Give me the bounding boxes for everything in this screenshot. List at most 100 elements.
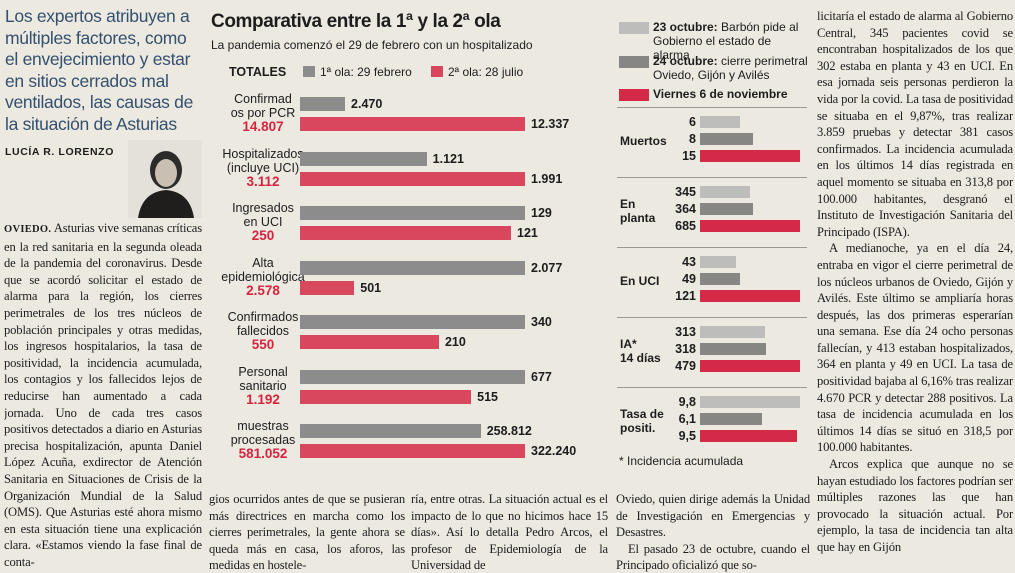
category-label: Personal sanitario [238,364,288,393]
byline: LUCÍA R. LORENZO [5,146,114,158]
bar [300,260,525,275]
bar [700,430,797,442]
legend-title: TOTALES [229,65,287,79]
legend-date: Viernes 6 de noviembre [653,87,788,101]
paragraph: A medianoche, ya en el día 24, entraba e… [817,241,1013,455]
value-label: 43 [682,255,696,269]
value-label: 479 [675,359,696,373]
group-separator [617,177,807,178]
legend-swatch [431,66,443,77]
group-label: Muertos [620,134,667,148]
legend-swatch [619,22,649,34]
group-label: En planta [620,197,656,225]
value-label: 322.240 [531,444,577,458]
bar [700,290,800,302]
category-label: Confirmados fallecidos [227,310,299,338]
group-separator [617,387,807,388]
value-label: 6 [689,115,696,129]
row-total: 2.578 [246,282,280,298]
paragraph: gios ocurridos antes de que se pusieran … [209,492,405,573]
chart-title: Comparativa entre la 1ª y la 2ª ola [211,11,501,32]
paragraph: licitaría el estado de alarma al Gobiern… [817,9,1013,239]
bar [700,343,767,355]
value-label: 345 [675,185,696,199]
legend-swatch [619,56,649,68]
row-label: Personal sanitario 1.192 [213,365,313,407]
legend-text: cierre perimetral Oviedo, Gijón y Avilés [653,54,808,82]
group-label: Tasa de positi. [620,407,664,435]
bar [700,133,754,145]
row-label: Hospitalizados (incluye UCI) 3.112 [213,147,313,189]
bar [300,206,525,220]
group-separator [617,317,807,318]
row-total: 581.052 [238,446,288,461]
row-total: 3.112 [246,173,280,189]
chart-subtitle: La pandemia comenzó el 29 de febrero con… [211,38,533,52]
bar [300,389,472,404]
paragraph: Arcos explica que aunque no se hayan est… [817,457,1013,554]
wave-comparison-chart: Comparativa entre la 1ª y la 2ª ola La pa… [205,0,610,488]
bar [300,280,355,295]
legend-date: 24 octubre: [653,54,718,68]
legend-date: 23 octubre: [653,20,718,34]
bar [300,117,525,131]
value-label: 1.991 [531,171,563,186]
value-label: 1.121 [432,151,464,166]
value-label: 258.812 [486,424,532,438]
category-label: Ingresados en UCI [232,201,294,229]
value-label: 313 [675,325,696,339]
value-label: 9,8 [678,395,696,409]
paragraph: Oviedo, quien dirige además la Unidad de… [616,492,810,540]
value-label: 49 [682,272,696,286]
value-label: 121 [675,289,696,303]
value-label: 15 [682,149,696,163]
category-label: Confirmad os por PCR [230,92,296,120]
value-label: 8 [689,132,696,146]
bar [700,116,740,128]
bar [300,151,427,166]
author-photo [128,140,202,218]
bar [700,150,800,162]
legend-swatch [619,89,649,101]
row-label: Ingresados en UCI 250 [213,201,313,243]
left-column: OVIEDO. Asturias vive semanas críticas e… [4,220,202,573]
legend-text: Barbón pide al Gobierno el estado de ala… [653,20,799,62]
bar [300,424,481,438]
paragraph: Asturias vive semanas críticas en la red… [4,221,202,569]
value-label: 121 [517,226,538,240]
bar [300,97,346,111]
bar [300,369,525,384]
row-total: 250 [251,228,275,243]
group-label: IA* 14 días [620,337,661,365]
group-label: En UCI [620,274,660,288]
bar [300,171,525,186]
value-label: 12.337 [531,117,570,131]
value-label: 6,1 [678,412,696,426]
bar [700,256,736,268]
row-total: 550 [251,337,275,352]
bar [700,360,800,372]
value-label: 685 [675,219,696,233]
row-label: Confirmad os por PCR 14.807 [213,92,313,134]
paragraph: El pasado 23 de octubre, cuando el Princ… [616,541,810,573]
bar [700,186,751,198]
row-total: 14.807 [242,119,284,134]
legend-label: 23 octubre: Barbón pide al Gobierno el e… [653,20,808,62]
bottom-column: Oviedo, quien dirige además la Unidad de… [616,491,810,573]
value-label: 129 [531,206,552,220]
bar [700,203,754,215]
bar [300,315,525,329]
bar [300,444,525,458]
value-label: 364 [675,202,696,216]
bar [700,326,766,338]
value-label: 2.077 [531,260,563,275]
dates-comparison-chart: 23 octubre: Barbón pide al Gobierno el e… [613,0,810,488]
legend-swatch [303,66,315,77]
category-label: muestras procesadas [230,419,296,447]
value-label: 340 [531,315,552,329]
bar [700,220,800,232]
bar [700,396,800,408]
group-separator [617,107,807,108]
value-label: 677 [531,369,552,384]
chart-note: * Incidencia acumulada [619,454,744,468]
